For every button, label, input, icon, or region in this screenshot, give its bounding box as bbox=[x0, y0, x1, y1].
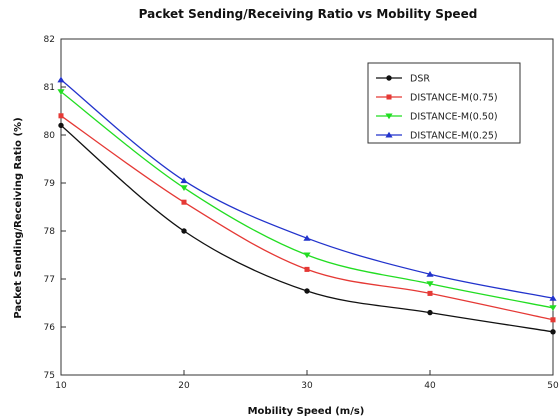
data-point bbox=[550, 317, 556, 323]
data-point bbox=[57, 76, 65, 83]
legend-marker bbox=[386, 75, 392, 81]
series-line bbox=[60, 124, 554, 333]
legend-item: DISTANCE-M(0.50) bbox=[376, 112, 498, 123]
x-axis-label: Mobility Speed (m/s) bbox=[248, 406, 365, 417]
data-point bbox=[549, 294, 557, 301]
legend-marker bbox=[385, 131, 393, 138]
series-1 bbox=[58, 122, 556, 335]
data-point bbox=[58, 113, 64, 119]
legend-label: DISTANCE-M(0.50) bbox=[410, 112, 498, 123]
data-point bbox=[304, 288, 310, 294]
x-tick-label: 50 bbox=[547, 381, 559, 391]
data-point bbox=[57, 89, 65, 96]
series-layer bbox=[57, 76, 557, 335]
data-point bbox=[181, 228, 187, 234]
y-tick-label: 79 bbox=[44, 179, 56, 189]
x-tick-label: 30 bbox=[301, 381, 313, 391]
legend-marker bbox=[386, 94, 392, 100]
data-point bbox=[303, 234, 311, 241]
y-tick-label: 81 bbox=[44, 83, 55, 93]
legend: DSR DISTANCE-M(0.75) DISTANCE-M(0.50) DISTA… bbox=[367, 62, 521, 144]
data-point bbox=[549, 305, 557, 312]
y-tick-label: 82 bbox=[44, 35, 55, 45]
data-point bbox=[426, 281, 434, 288]
series-2 bbox=[58, 113, 556, 323]
axes: 10 20 30 40 50 75 76 77 78 79 80 81 82 bbox=[44, 35, 559, 391]
legend-label: DISTANCE-M(0.25) bbox=[410, 131, 498, 142]
data-point bbox=[58, 122, 64, 129]
data-point bbox=[181, 199, 187, 205]
y-tick-label: 76 bbox=[44, 323, 56, 333]
x-tick-label: 20 bbox=[178, 381, 190, 391]
legend-label: DISTANCE-M(0.75) bbox=[410, 93, 498, 104]
legend-item: DSR bbox=[376, 74, 430, 85]
series-4 bbox=[57, 76, 557, 301]
legend-item: DISTANCE-M(0.75) bbox=[376, 93, 498, 104]
series-3 bbox=[57, 89, 557, 312]
y-tick-label: 77 bbox=[44, 275, 55, 285]
x-tick-label: 40 bbox=[424, 381, 436, 391]
y-tick-label: 75 bbox=[44, 371, 55, 381]
legend-marker bbox=[385, 113, 393, 120]
chart-title: Packet Sending/Receiving Ratio vs Mobili… bbox=[139, 7, 478, 21]
data-point bbox=[426, 270, 434, 277]
data-point bbox=[427, 290, 433, 296]
data-point bbox=[550, 329, 556, 335]
data-point bbox=[304, 266, 310, 272]
legend-item: DISTANCE-M(0.25) bbox=[376, 131, 498, 142]
y-tick-label: 78 bbox=[44, 227, 56, 237]
data-point bbox=[180, 177, 188, 184]
y-axis-label: Packet Sending/Receiving Ratio (%) bbox=[13, 117, 24, 318]
data-point bbox=[303, 252, 311, 259]
x-tick-label: 10 bbox=[55, 381, 67, 391]
data-point bbox=[427, 309, 433, 316]
legend-label: DSR bbox=[410, 74, 430, 85]
legend-box bbox=[367, 62, 521, 144]
y-tick-label: 80 bbox=[44, 131, 56, 141]
data-point bbox=[180, 185, 188, 192]
